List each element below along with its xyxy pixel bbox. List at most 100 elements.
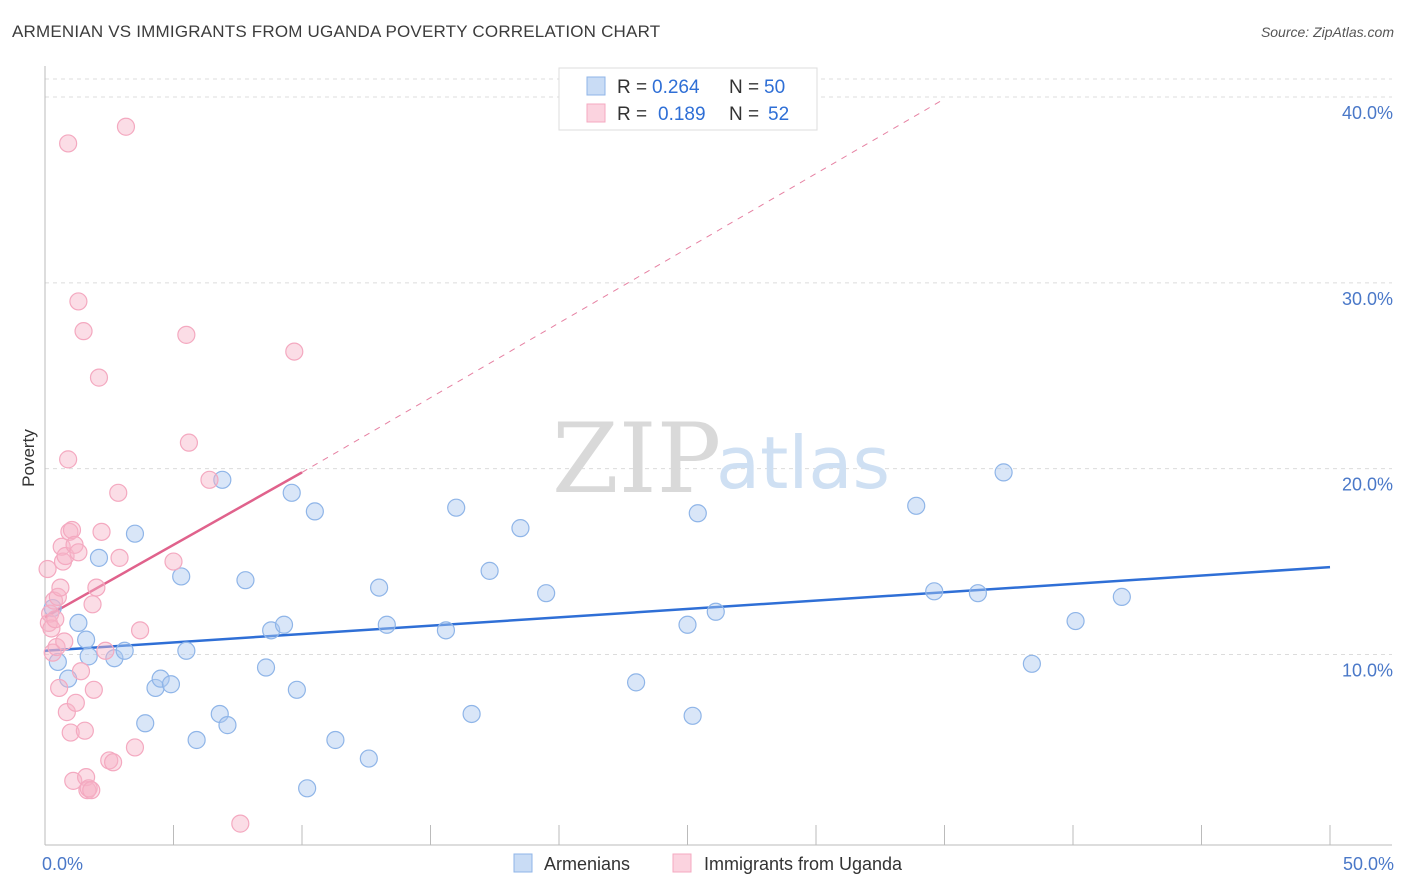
armenians-point-33 — [447, 498, 466, 517]
armenians-point-19 — [218, 716, 237, 735]
uganda-point-40 — [104, 753, 123, 772]
uganda-point-42 — [110, 548, 129, 567]
armenians-point-23 — [274, 615, 294, 634]
x-tick-label-0: 0.0% — [42, 854, 83, 874]
uganda-point-50 — [231, 814, 250, 833]
legend-n-value-2: 52 — [768, 104, 789, 125]
uganda-point-16 — [59, 134, 78, 153]
uganda-point-28 — [75, 721, 94, 740]
armenians-point-38 — [626, 673, 646, 692]
uganda-point-23 — [66, 693, 85, 712]
legend-r-value-1: 0.264 — [652, 77, 700, 98]
uganda-point-6 — [46, 610, 65, 629]
uganda-point-48 — [179, 433, 199, 452]
watermark-zip: ZIP — [552, 403, 721, 515]
legend-swatch-armenians — [586, 76, 606, 96]
armenians-point-34 — [462, 704, 481, 724]
uganda-point-17 — [59, 450, 78, 469]
armenians-point-20 — [236, 571, 255, 590]
uganda-point-13 — [55, 632, 74, 651]
legend-n-value-1: 50 — [764, 77, 785, 98]
legend-armenians-label: Armenians — [544, 854, 630, 874]
armenians-point-5 — [79, 647, 98, 666]
uganda-point-34 — [84, 680, 103, 699]
armenians-point-13 — [161, 675, 181, 694]
armenians-point-15 — [177, 641, 196, 660]
legend-swatch-armenians-bottom — [513, 853, 533, 873]
armenians-point-44 — [925, 582, 944, 601]
y-tick-labels: 10.0% 20.0% 30.0% 40.0% — [1342, 103, 1393, 681]
armenians-point-16 — [187, 730, 206, 750]
uganda-point-46 — [164, 552, 183, 571]
watermark-atlas: atlas — [716, 421, 890, 505]
uganda-point-25 — [69, 292, 88, 311]
uganda-point-45 — [130, 621, 150, 640]
legend-swatch-uganda — [586, 103, 606, 123]
uganda-trendline — [44, 471, 303, 619]
armenians-point-47 — [1022, 654, 1041, 673]
armenians-trendline — [44, 565, 1331, 653]
uganda-point-44 — [125, 738, 145, 757]
y-tick-label-2: 30.0% — [1342, 289, 1393, 309]
armenians-point-4 — [77, 630, 96, 649]
legend-n-label-1: N = — [729, 77, 759, 98]
axes — [44, 66, 1392, 846]
armenians-point-48 — [1066, 611, 1085, 631]
armenians-point-40 — [683, 706, 702, 725]
chart-title: ARMENIAN VS IMMIGRANTS FROM UGANDA POVER… — [12, 22, 661, 41]
source-label: Source: ZipAtlas.com — [1260, 24, 1394, 40]
uganda-point-31 — [79, 779, 98, 798]
legend-n-label-2: N = — [729, 104, 759, 125]
legend-r-label-1: R = — [617, 77, 647, 98]
armenians-point-28 — [326, 730, 345, 750]
uganda-trendline-extension — [301, 98, 945, 473]
uganda-point-27 — [74, 322, 93, 341]
y-tick-label-3: 40.0% — [1342, 103, 1393, 123]
uganda-point-35 — [87, 578, 106, 597]
uganda-point-43 — [116, 117, 136, 136]
armenians-point-1 — [48, 652, 67, 672]
legend-uganda-label: Immigrants from Uganda — [704, 854, 903, 874]
armenians-point-24 — [282, 483, 301, 502]
armenians-point-14 — [172, 567, 191, 586]
uganda-point-32 — [82, 781, 101, 800]
armenians-point-39 — [678, 615, 697, 634]
uganda-point-41 — [109, 483, 128, 502]
armenians-point-10 — [136, 714, 155, 733]
stats-legend: R = 0.264 N = 50 R = 0.189 N = 52 — [558, 67, 818, 131]
watermark: ZIP atlas — [552, 403, 890, 515]
legend-r-value-2: 0.189 — [658, 104, 706, 125]
x-tick-labels: 0.0% 50.0% — [42, 854, 1394, 874]
armenians-point-45 — [968, 584, 988, 603]
uganda-point-33 — [83, 595, 102, 614]
x-tick-label-1: 50.0% — [1343, 854, 1394, 874]
data-points — [38, 117, 1131, 833]
armenians-point-8 — [115, 641, 134, 660]
armenians-point-49 — [1112, 587, 1131, 606]
armenians-point-25 — [287, 680, 306, 699]
uganda-point-20 — [62, 520, 82, 540]
uganda-point-10 — [51, 578, 70, 597]
trendlines — [44, 98, 1331, 653]
armenians-point-41 — [688, 504, 707, 523]
armenians-point-37 — [537, 584, 556, 603]
y-axis-label: Poverty — [19, 429, 38, 487]
armenians-point-36 — [511, 519, 530, 538]
armenians-point-30 — [370, 578, 389, 597]
uganda-point-38 — [96, 641, 115, 660]
armenians-point-32 — [436, 621, 456, 640]
armenians-point-31 — [377, 615, 396, 634]
armenians-point-26 — [298, 779, 317, 798]
uganda-point-36 — [89, 368, 109, 387]
uganda-point-3 — [42, 619, 61, 638]
armenians-point-18 — [213, 470, 232, 489]
uganda-point-9 — [50, 678, 69, 698]
uganda-point-0 — [38, 559, 57, 579]
gridlines — [45, 78, 1392, 655]
armenians-point-35 — [480, 561, 499, 580]
uganda-point-26 — [71, 662, 91, 681]
armenians-point-12 — [151, 669, 170, 688]
armenians-point-11 — [146, 678, 165, 698]
legend-swatch-uganda-bottom — [672, 853, 692, 873]
armenians-point-3 — [69, 613, 88, 633]
